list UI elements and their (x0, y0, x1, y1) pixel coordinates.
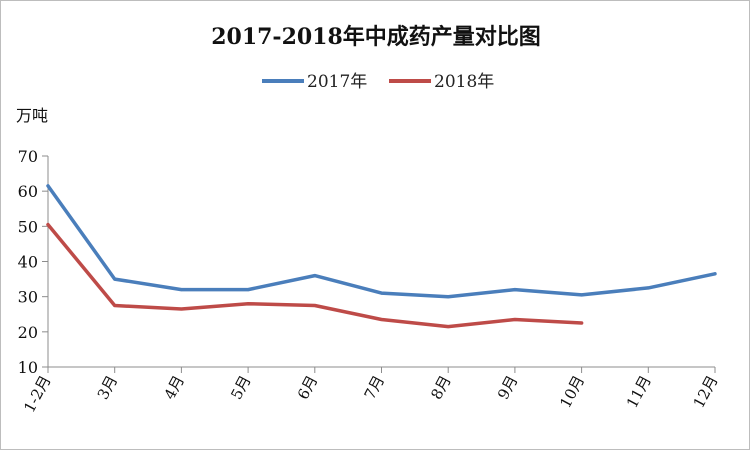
data-point (380, 291, 383, 295)
data-point (46, 223, 50, 227)
x-tick-label: 3月 (94, 372, 121, 402)
data-point (380, 318, 383, 322)
data-point (313, 274, 317, 278)
y-tick-label: 10 (18, 358, 38, 377)
x-tick-label: 8月 (427, 372, 454, 402)
data-point (246, 302, 250, 306)
x-tick-label: 10月 (556, 372, 588, 411)
y-axis-ticks: 10 20 30 40 50 60 70 (18, 147, 48, 377)
data-point (513, 288, 517, 292)
x-tick-label: 4月 (161, 372, 188, 402)
legend: 2017年 2018年 (262, 72, 494, 92)
y-tick-label: 30 (18, 288, 38, 307)
legend-label-2018: 2018年 (434, 72, 494, 92)
data-point (513, 318, 517, 322)
x-axis-ticks: 1-2月 3月 4月 5月 6月 7月 8月 9月 10月 11月 12月 (20, 367, 722, 415)
data-point (713, 272, 717, 276)
y-tick-label: 20 (18, 323, 38, 342)
x-tick-label: 12月 (690, 372, 722, 411)
data-point (446, 325, 450, 329)
y-tick-label: 60 (18, 182, 38, 201)
x-tick-label: 11月 (623, 372, 655, 411)
y-axis-unit-label: 万吨 (16, 106, 48, 125)
x-tick-label: 1-2月 (20, 372, 54, 415)
data-point (580, 321, 584, 325)
x-tick-label: 5月 (227, 372, 254, 402)
series-layer (46, 184, 717, 329)
data-point (46, 184, 50, 188)
data-point (179, 288, 183, 292)
data-point (246, 288, 250, 292)
series-line-2017 (46, 184, 717, 299)
x-tick-label: 6月 (294, 372, 321, 402)
x-tick-label: 9月 (494, 372, 521, 402)
data-point (313, 303, 317, 307)
data-point (113, 277, 117, 281)
y-tick-label: 40 (18, 253, 38, 272)
x-tick-label: 7月 (361, 372, 388, 402)
chart-title: 2017-2018年中成药产量对比图 (211, 24, 541, 50)
data-point (179, 307, 183, 311)
data-point (446, 295, 450, 299)
y-tick-label: 50 (18, 217, 38, 236)
data-point (646, 286, 650, 290)
y-tick-label: 70 (18, 147, 38, 166)
legend-label-2017: 2017年 (307, 72, 367, 92)
data-point (113, 303, 117, 307)
data-point (580, 293, 584, 297)
